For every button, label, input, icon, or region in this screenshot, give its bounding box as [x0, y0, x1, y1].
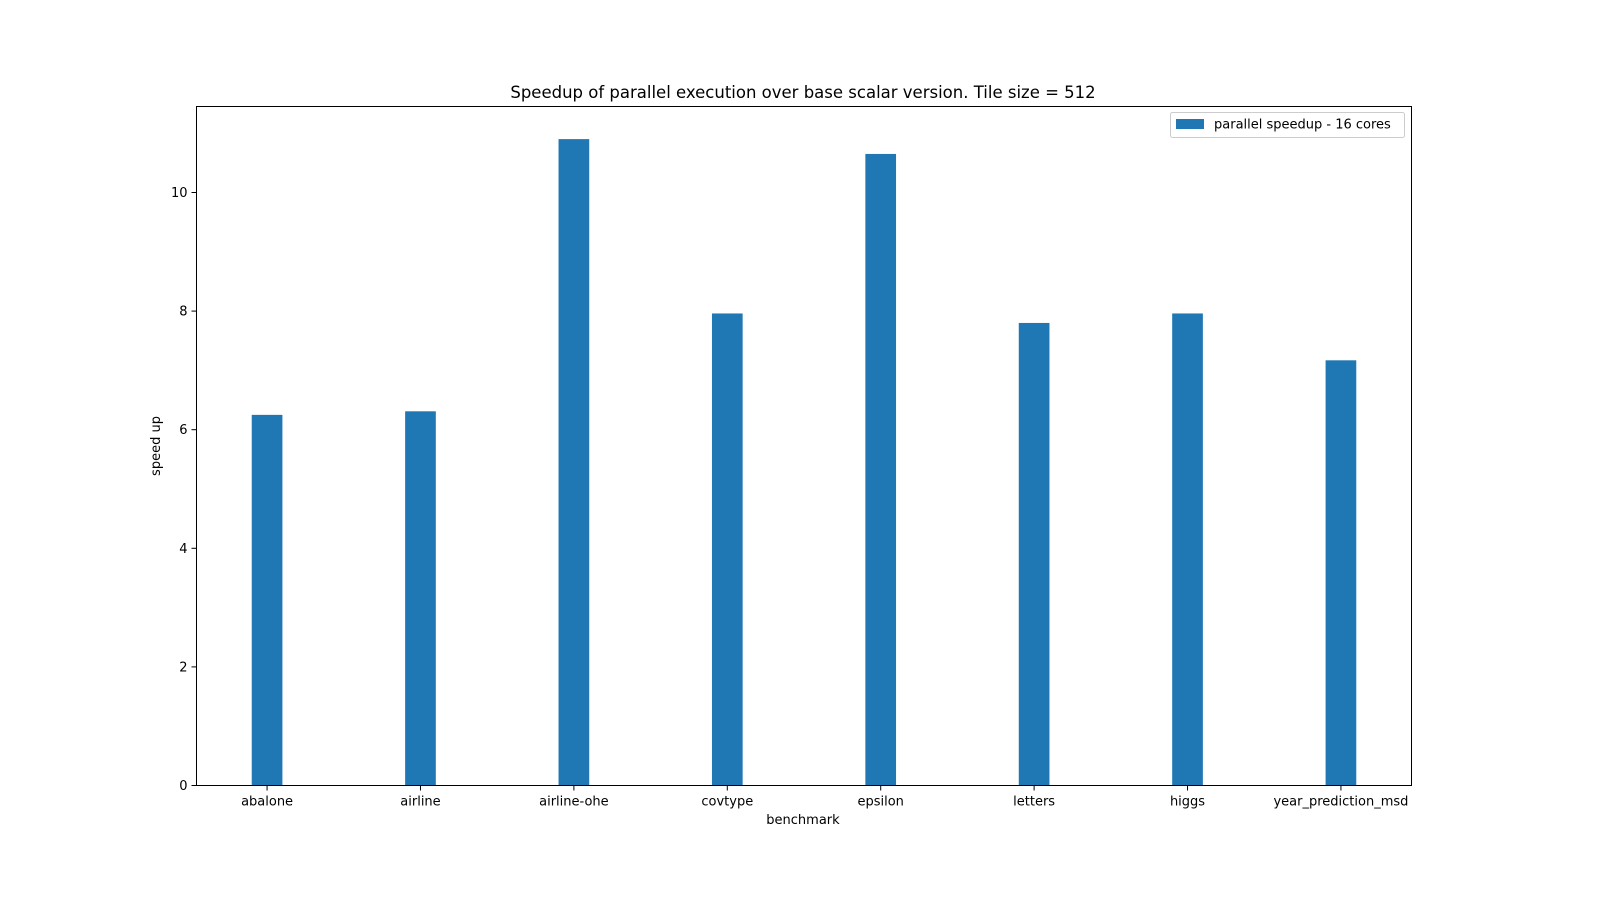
bars-group [251, 139, 1357, 786]
legend-label: parallel speedup - 16 cores [1214, 118, 1391, 133]
x-tick-label-higgs: higgs [1170, 795, 1205, 810]
bar-year_prediction_msd [1325, 360, 1357, 786]
y-axis: 0 2 4 6 8 10 [171, 186, 197, 794]
x-tick-label-airline: airline [400, 795, 440, 810]
y-tick-label-0: 0 [179, 779, 187, 794]
y-tick-label-4: 4 [179, 542, 187, 557]
bar-epsilon [865, 153, 897, 786]
legend-swatch [1176, 119, 1204, 129]
x-tick-label-abalone: abalone [241, 795, 293, 810]
y-tick-label-10: 10 [171, 186, 188, 201]
y-tick-label-6: 6 [179, 423, 187, 438]
x-tick-label-year_prediction_msd: year_prediction_msd [1273, 795, 1408, 810]
bar-higgs [1172, 313, 1203, 786]
legend: parallel speedup - 16 cores [1170, 112, 1405, 138]
y-tick-label-2: 2 [179, 660, 187, 675]
y-axis-label: speed up [149, 416, 164, 476]
x-tick-label-covtype: covtype [701, 795, 753, 810]
chart-title: Speedup of parallel execution over base … [510, 83, 1095, 102]
x-tick-label-airline-ohe: airline-ohe [539, 795, 609, 810]
bar-airline-ohe [558, 139, 590, 786]
bar-covtype [711, 313, 743, 786]
bar-airline [405, 411, 436, 786]
x-axis-label: benchmark [766, 813, 840, 828]
bar-letters [1018, 322, 1050, 786]
x-tick-label-epsilon: epsilon [857, 795, 903, 810]
legend-box [1170, 112, 1405, 138]
x-tick-label-letters: letters [1013, 795, 1055, 810]
x-axis: abalone airline airline-ohe covtype epsilon l… [241, 785, 1408, 810]
bar-abalone [251, 414, 283, 786]
y-tick-label-8: 8 [179, 305, 187, 320]
plot-frame [196, 106, 1412, 786]
